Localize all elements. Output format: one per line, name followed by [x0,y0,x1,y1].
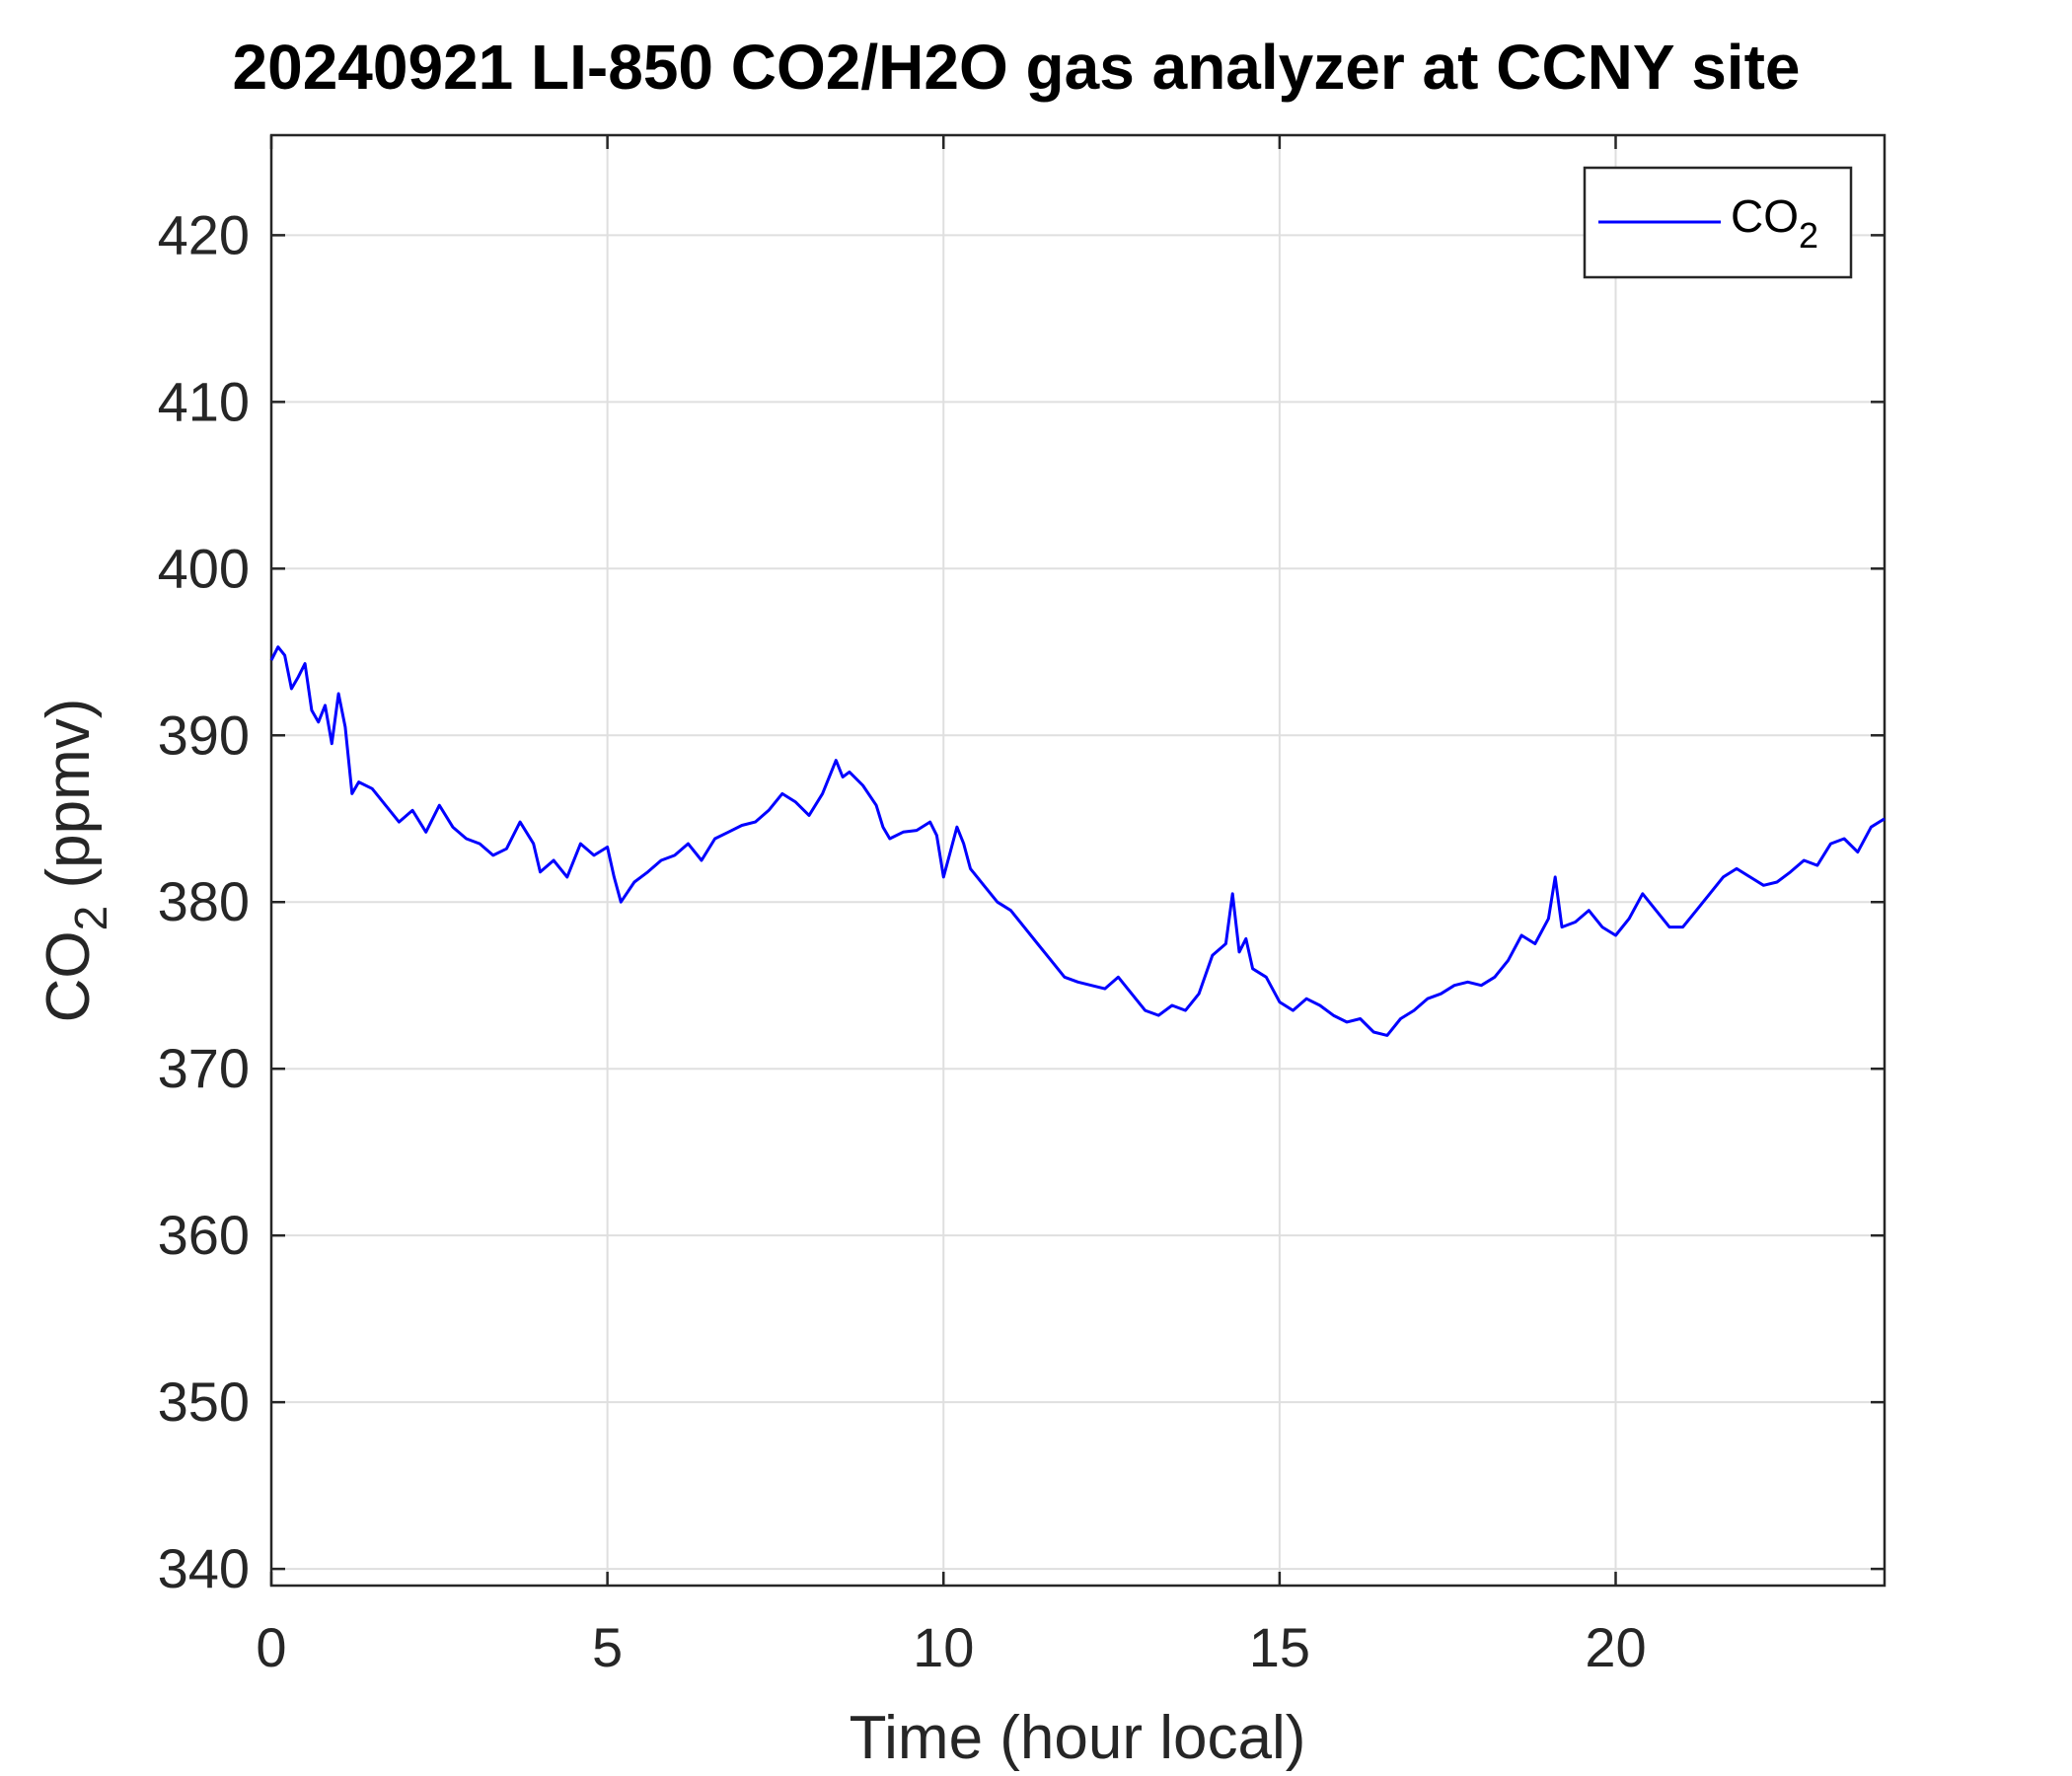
y-axis-label-main: CO [35,930,103,1022]
axis-ticks [269,135,1885,1586]
legend-label-co2: CO2 [1731,190,1818,256]
x-axis-label: Time (hour local) [850,1704,1306,1772]
x-tick-label: 0 [256,1616,286,1678]
y-tick-label: 390 [158,703,250,766]
y-axis-label-units: (ppmv) [35,699,103,906]
legend-label-subscript: 2 [1799,215,1818,256]
y-tick-label: 360 [158,1204,250,1266]
y-tick-label: 380 [158,870,250,932]
y-axis-label: CO2 (ppmv) [35,699,116,1023]
legend: CO2 [1583,166,1853,279]
x-tick-label: 5 [592,1616,623,1678]
y-tick-label: 400 [158,537,250,599]
y-tick-label: 420 [158,203,250,265]
y-tick-label: 370 [158,1037,250,1099]
legend-label-main: CO [1731,190,1799,242]
plot-area-frame [269,133,1887,1588]
series-layer [269,645,1886,1037]
y-tick-label: 350 [158,1370,250,1433]
grid-lines [271,135,1885,1586]
x-tick-label: 20 [1585,1616,1646,1678]
y-axis-label-subscript: 2 [65,906,116,931]
chart-title: 20240921 LI-850 CO2/H2O gas analyzer at … [233,32,1801,103]
series-line-co2 [269,645,1886,1037]
y-tick-label: 410 [158,370,250,432]
x-tick-label: 15 [1249,1616,1310,1678]
y-tick-label: 340 [158,1537,250,1599]
x-tick-label: 10 [913,1616,974,1678]
y-axis-tick-labels: 340 350 360 370 380 390 400 410 420 [158,203,250,1599]
x-axis-tick-labels: 0 5 10 15 20 [256,1616,1646,1678]
